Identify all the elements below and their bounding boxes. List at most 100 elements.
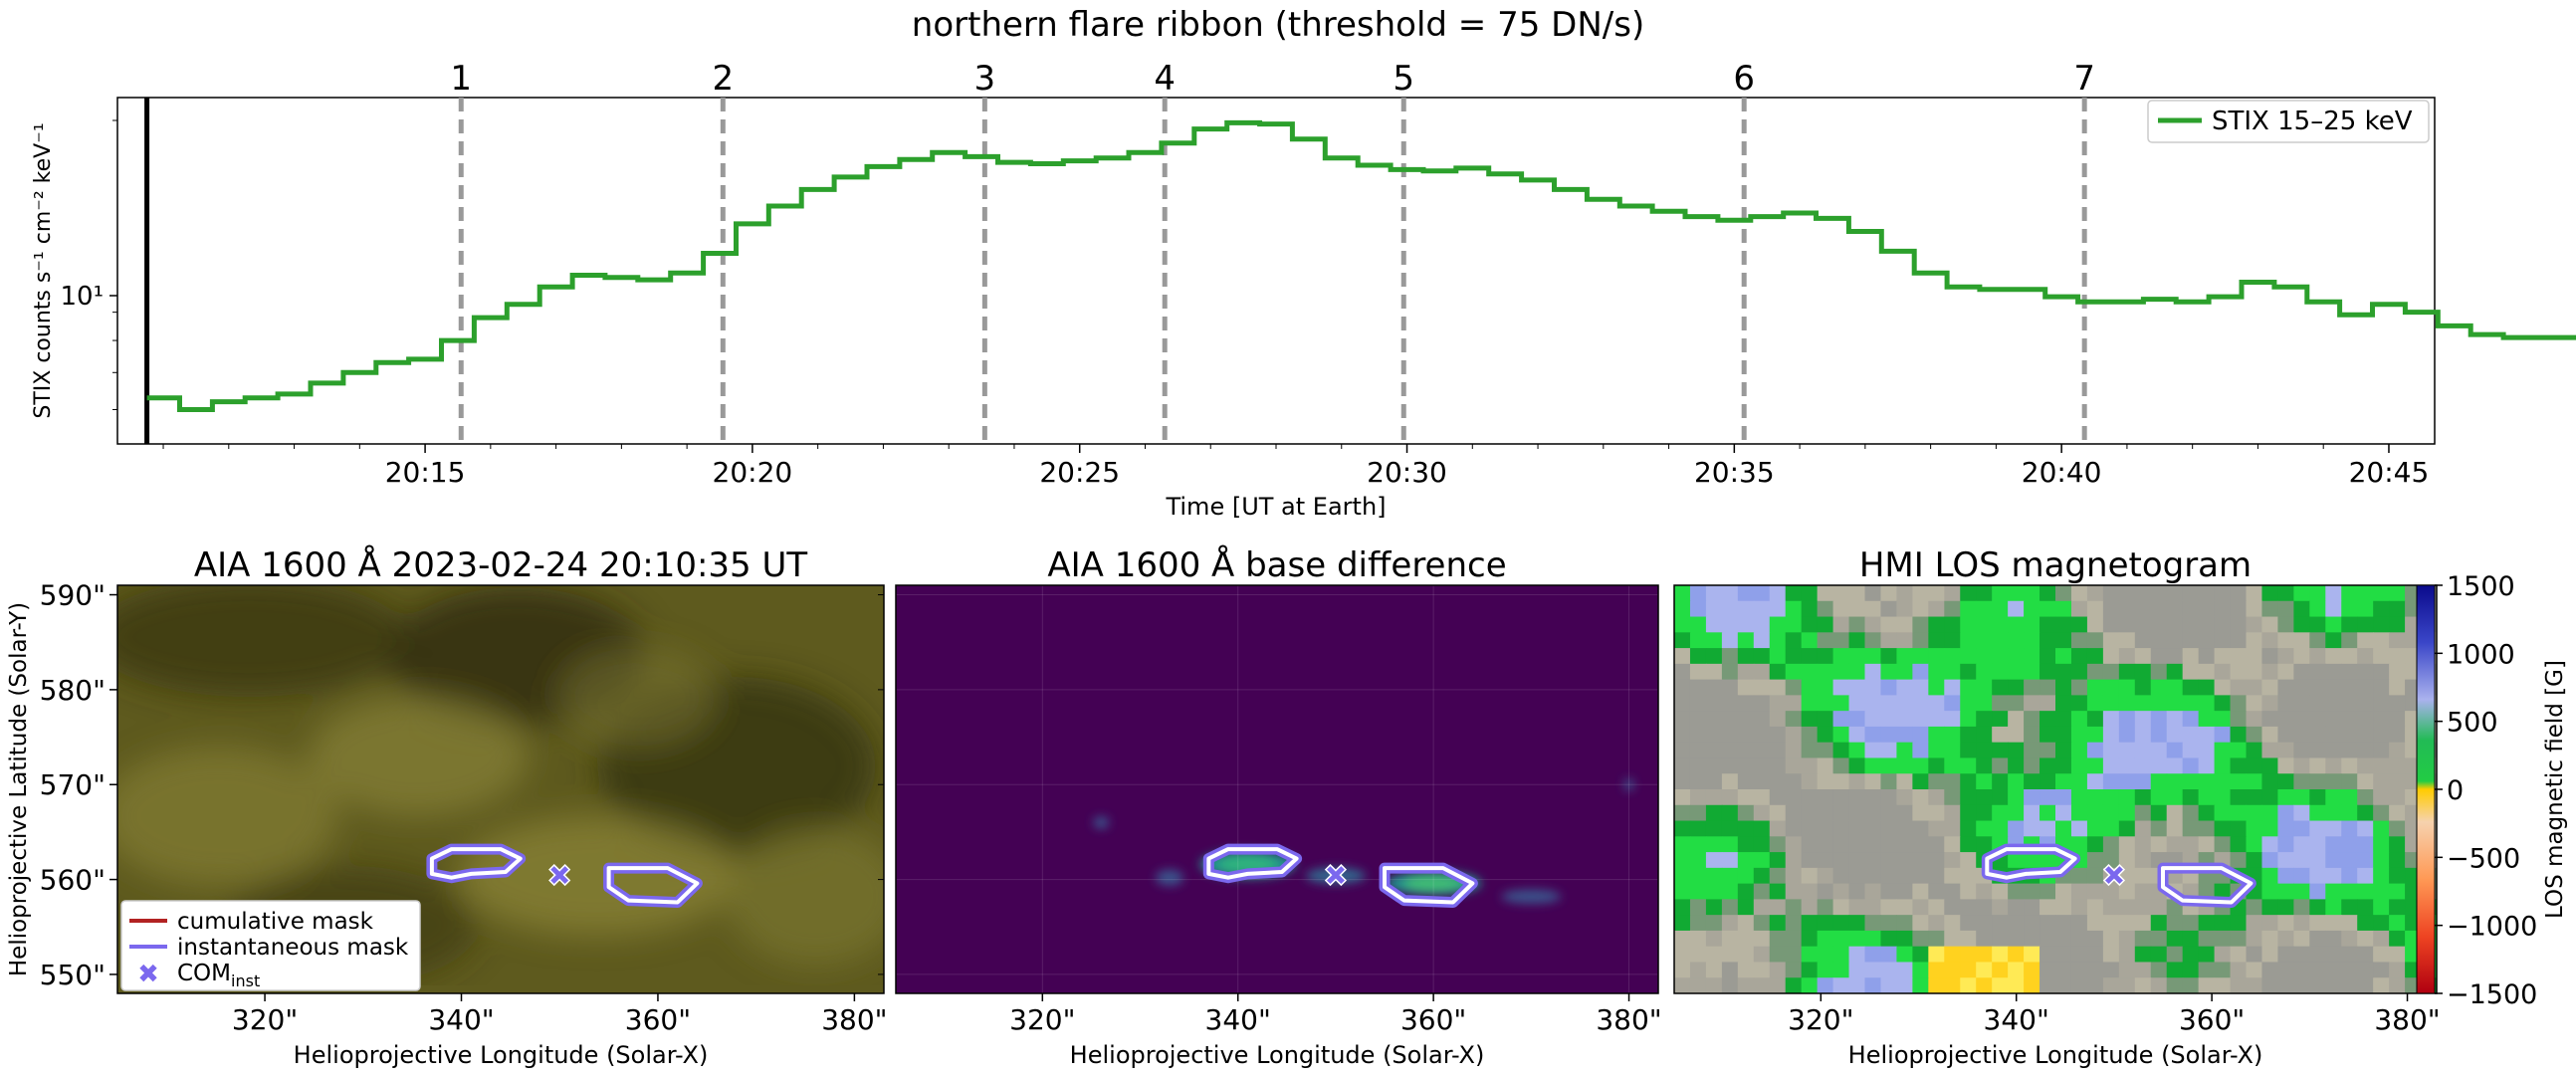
mag-pixel <box>2261 867 2279 885</box>
mag-pixel <box>1674 852 1691 869</box>
mag-pixel <box>2008 726 2025 744</box>
mag-pixel <box>1674 726 1691 744</box>
mag-pixel <box>2214 726 2232 744</box>
mag-pixel <box>1912 679 1929 696</box>
magnetogram-xticks: 320" 340" 360" 380" <box>1788 993 2441 1036</box>
mag-pixel <box>2118 915 2136 932</box>
mag-pixel <box>2086 632 2104 649</box>
mag-pixel <box>2118 679 2136 696</box>
mag-pixel <box>2309 946 2326 964</box>
mag-pixel <box>2357 852 2374 869</box>
mag-pixel <box>2373 915 2390 932</box>
mag-pixel <box>2214 695 2232 712</box>
mag-pixel <box>2008 899 2025 916</box>
mag-pixel <box>1928 883 1945 900</box>
mag-pixel <box>1992 899 2009 916</box>
mag-pixel <box>1705 632 1723 649</box>
mag-pixel <box>2309 726 2326 744</box>
mag-pixel <box>1737 977 1755 993</box>
mag-pixel <box>2150 804 2168 822</box>
mag-pixel <box>1880 836 1898 853</box>
mag-pixel <box>1912 930 1929 948</box>
mag-pixel <box>2230 711 2248 728</box>
mag-pixel <box>2039 600 2056 618</box>
mag-pixel <box>1848 915 1866 932</box>
mag-pixel <box>2198 632 2216 649</box>
colorbar-ticks: 1500 1000 500 0 −500 −1000 −1500 <box>2435 571 2537 1010</box>
xtick-label: 380" <box>2374 1003 2440 1036</box>
flare-marker-group: 1 2 3 4 5 6 7 <box>450 59 2095 444</box>
mag-pixel <box>2373 867 2390 885</box>
mag-pixel <box>1753 852 1771 869</box>
mag-pixel <box>1848 946 1866 964</box>
mag-pixel <box>2150 773 2168 790</box>
mag-pixel <box>2102 757 2120 774</box>
mag-pixel <box>1880 962 1898 978</box>
mag-pixel <box>1992 742 2009 759</box>
mag-pixel <box>2102 804 2120 822</box>
mag-pixel <box>2357 899 2374 916</box>
mag-pixel <box>2357 632 2374 649</box>
mag-pixel <box>1705 820 1723 837</box>
mag-pixel <box>2357 600 2374 618</box>
mag-pixel <box>2309 742 2326 759</box>
mag-pixel <box>2055 883 2072 900</box>
mag-pixel <box>1737 663 1755 681</box>
mag-pixel <box>2055 789 2072 806</box>
mag-pixel <box>2341 663 2358 681</box>
mag-pixel <box>1769 836 1787 853</box>
mag-pixel <box>1896 867 1913 885</box>
mag-pixel <box>2389 789 2406 806</box>
mag-pixel <box>2166 930 2184 948</box>
mag-pixel <box>2389 726 2406 744</box>
mag-pixel <box>1928 757 1945 774</box>
mask-contour-inner-0 <box>1985 847 2077 880</box>
mag-pixel <box>1880 946 1898 964</box>
mag-pixel <box>1928 930 1945 948</box>
mag-pixel <box>1944 930 1961 948</box>
mag-pixel <box>1785 867 1803 885</box>
mag-pixel <box>2325 915 2342 932</box>
mag-pixel <box>2008 962 2025 978</box>
aia-instantaneous-mask <box>426 843 703 908</box>
mag-pixel <box>2055 663 2072 681</box>
mag-pixel <box>1864 679 1882 696</box>
mag-pixel <box>1689 679 1707 696</box>
mag-pixel <box>2309 616 2326 633</box>
mag-pixel <box>1976 632 1993 649</box>
mag-pixel <box>1912 977 1929 993</box>
mag-pixel <box>1801 930 1819 948</box>
mag-pixel <box>2214 711 2232 728</box>
mag-pixel <box>2357 836 2374 853</box>
mag-pixel <box>1912 773 1929 790</box>
mag-pixel <box>2150 757 2168 774</box>
mag-pixel <box>1785 757 1803 774</box>
mag-pixel <box>1817 679 1834 696</box>
mag-pixel <box>2389 852 2406 869</box>
mag-pixel <box>2182 915 2200 932</box>
mag-pixel <box>2118 600 2136 618</box>
mag-pixel <box>2341 804 2358 822</box>
mag-pixel <box>2246 946 2263 964</box>
mag-pixel <box>2150 711 2168 728</box>
mag-pixel <box>1912 695 1929 712</box>
mag-pixel <box>2182 585 2200 602</box>
mag-pixel <box>2070 820 2088 837</box>
mag-pixel <box>2325 962 2342 978</box>
mag-pixel <box>1960 711 1977 728</box>
mag-pixel <box>1721 962 1739 978</box>
mag-pixel <box>1944 915 1961 932</box>
mag-pixel <box>1832 899 1850 916</box>
mag-pixel <box>1960 977 1977 993</box>
lightcurve-xticks: 20:15 20:20 20:25 20:30 20:35 20:40 20:45 <box>385 444 2429 489</box>
mag-pixel <box>2166 616 2184 633</box>
mag-pixel <box>1976 757 1993 774</box>
xtick-label: 380" <box>1596 1003 1661 1036</box>
mag-pixel <box>2182 742 2200 759</box>
mag-pixel <box>1674 867 1691 885</box>
mag-pixel <box>2008 915 2025 932</box>
mag-pixel <box>2341 820 2358 837</box>
mag-pixel <box>1896 679 1913 696</box>
mag-pixel <box>2055 977 2072 993</box>
mag-pixel <box>2150 648 2168 665</box>
